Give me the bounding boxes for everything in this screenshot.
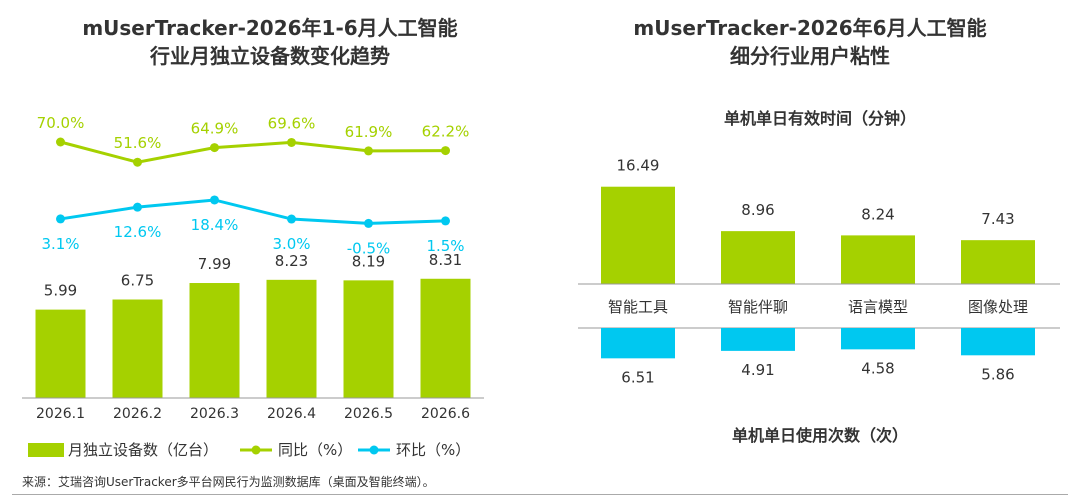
series-title-count: 单机单日使用次数（次）	[732, 426, 908, 445]
label-mom: 1.5%	[426, 237, 464, 255]
point-yoy	[364, 146, 373, 156]
point-mom	[364, 218, 373, 228]
point-mom	[210, 195, 219, 205]
footer-divider	[12, 494, 1068, 495]
bar-count-图像处理	[961, 328, 1035, 356]
point-yoy	[210, 143, 219, 153]
legend-label-mom: 环比（%）	[396, 441, 470, 459]
x-tick-label: 2026.4	[267, 406, 316, 422]
legend-marker-yoy	[251, 445, 261, 455]
bar-label-time: 8.24	[861, 205, 894, 223]
legend-swatch-devices	[28, 443, 64, 457]
bar-label-time: 8.96	[741, 201, 774, 219]
bar-count-智能伴聊	[721, 328, 795, 351]
bar-devices-2026.5	[343, 280, 394, 398]
x-tick-label: 2026.1	[36, 406, 85, 422]
legend-marker-mom	[369, 445, 379, 455]
point-mom	[133, 202, 142, 212]
bar-label-count: 5.86	[981, 365, 1014, 383]
series-title-time: 单机单日有效时间（分钟）	[724, 109, 916, 128]
x-tick-label: 2026.6	[421, 406, 470, 422]
bar-devices-2026.6	[420, 278, 471, 398]
label-mom: 18.4%	[191, 216, 239, 234]
left-title-line1: mUserTracker-2026年1-6月人工智能	[82, 16, 458, 40]
label-mom: 12.6%	[114, 223, 162, 241]
label-yoy: 69.6%	[268, 114, 316, 132]
bar-label-count: 4.91	[741, 361, 774, 379]
legend-label-devices: 月独立设备数（亿台）	[68, 441, 218, 459]
bar-time-智能工具	[601, 186, 675, 284]
category-label: 智能伴聊	[728, 298, 788, 316]
bar-devices-2026.1	[35, 309, 86, 398]
x-tick-label: 2026.2	[113, 406, 162, 422]
bar-label-count: 6.51	[621, 368, 654, 386]
point-mom	[441, 216, 450, 226]
bar-devices-2026.3	[189, 283, 240, 398]
label-yoy: 61.9%	[345, 123, 393, 141]
label-yoy: 51.6%	[114, 134, 162, 152]
bar-label-devices: 8.31	[429, 251, 462, 269]
legend-label-yoy: 同比（%）	[278, 441, 352, 459]
point-yoy	[133, 157, 142, 167]
right-title-line2: 细分行业用户粘性	[730, 44, 890, 68]
point-yoy	[287, 137, 296, 147]
category-label: 图像处理	[968, 298, 1028, 316]
bar-time-智能伴聊	[721, 231, 795, 284]
x-tick-label: 2026.3	[190, 406, 239, 422]
category-label: 智能工具	[608, 298, 668, 316]
left-chart-title: mUserTracker-2026年1-6月人工智能 行业月独立设备数变化趋势	[0, 14, 540, 70]
label-mom: 3.1%	[41, 235, 79, 253]
right-chart-title: mUserTracker-2026年6月人工智能 细分行业用户粘性	[540, 14, 1080, 70]
bar-label-time: 16.49	[617, 157, 660, 175]
category-label: 语言模型	[848, 298, 908, 316]
bar-label-devices: 6.75	[121, 272, 154, 290]
point-mom	[287, 214, 296, 224]
bar-label-devices: 7.99	[198, 255, 231, 273]
bar-label-devices: 8.19	[352, 252, 385, 270]
bar-devices-2026.4	[266, 279, 317, 398]
bar-devices-2026.2	[112, 299, 163, 398]
point-yoy	[56, 137, 65, 147]
point-mom	[56, 214, 65, 224]
line-yoy	[60, 140, 446, 164]
source-note: 来源：艾瑞咨询UserTracker多平台网民行为监测数据库（桌面及智能终端）。	[22, 475, 435, 489]
label-yoy: 62.2%	[422, 123, 470, 141]
label-mom: 3.0%	[272, 235, 310, 253]
bar-label-devices: 5.99	[44, 282, 77, 300]
label-mom: -0.5%	[347, 239, 391, 257]
label-yoy: 70.0%	[37, 114, 85, 132]
label-yoy: 64.9%	[191, 120, 239, 138]
bar-count-智能工具	[601, 328, 675, 359]
bar-time-图像处理	[961, 240, 1035, 284]
bar-time-语言模型	[841, 235, 915, 284]
right-title-line1: mUserTracker-2026年6月人工智能	[633, 16, 987, 40]
bar-count-语言模型	[841, 328, 915, 350]
line-mom	[60, 198, 446, 225]
point-yoy	[441, 146, 450, 156]
left-title-line2: 行业月独立设备数变化趋势	[150, 44, 390, 68]
x-tick-label: 2026.5	[344, 406, 393, 422]
bar-label-time: 7.43	[981, 210, 1014, 228]
bar-label-count: 4.58	[861, 359, 894, 377]
bar-label-devices: 8.23	[275, 252, 308, 270]
